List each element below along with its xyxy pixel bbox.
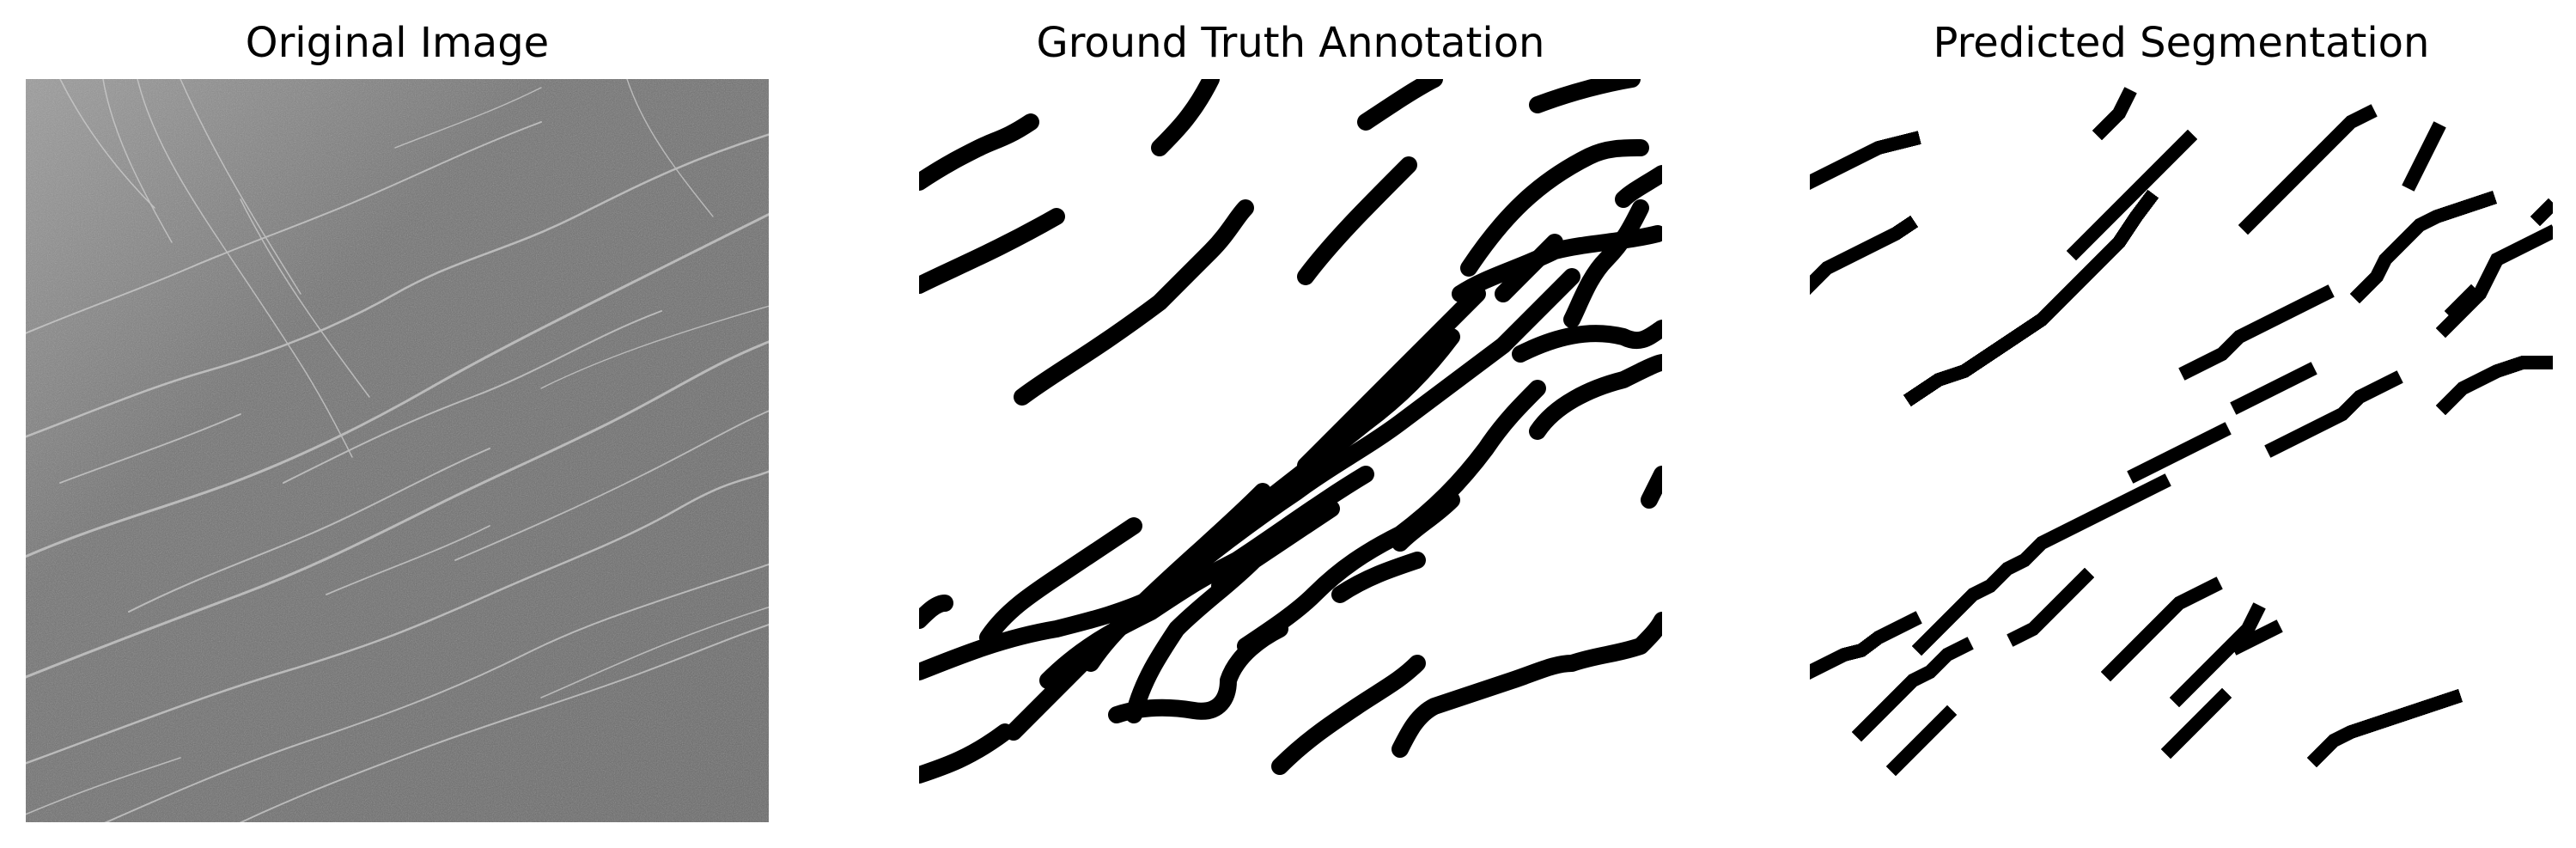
panel-title-predicted: Predicted Segmentation [1933,19,2430,67]
original-image [26,79,769,822]
panel-title-ground-truth: Ground Truth Annotation [1036,19,1545,67]
panel-title-original: Original Image [245,19,550,67]
ground-truth-mask [919,79,1662,822]
predicted-segmentation-mask [1810,79,2553,822]
